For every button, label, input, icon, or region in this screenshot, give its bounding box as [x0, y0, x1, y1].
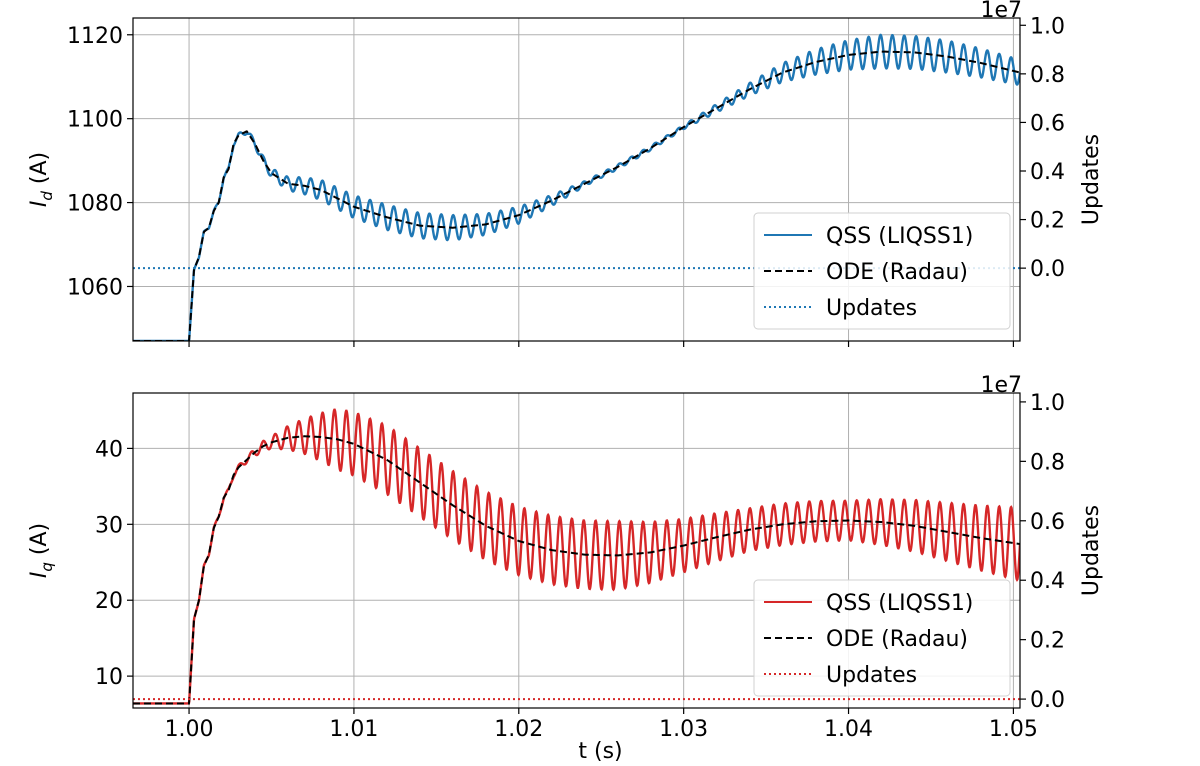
panel-top-y-axis-label-unit: (A)	[27, 152, 52, 191]
panel-top-y-tick-label: 1100	[67, 108, 123, 133]
panel-top-y2-tick-label: 0.8	[1030, 63, 1065, 88]
panel-bottom-legend: QSS (LIQSS1) ODE (Radau) Updates	[753, 579, 1011, 697]
panel-bottom-y2-tick-label: 0.4	[1030, 569, 1065, 594]
panel-top-plot-frame	[132, 17, 1021, 342]
panel-bottom-legend-ode-label: ODE (Radau)	[826, 627, 968, 652]
panel-top-y-tick-label: 1080	[67, 192, 123, 217]
panel-top-y-tick-label: 1060	[67, 275, 123, 300]
panel-bottom-y2-tick-label: 0.8	[1030, 450, 1065, 475]
panel-bottom-y-tick-label: 20	[95, 589, 123, 614]
panel-bottom-x-tick-label: 1.02	[494, 717, 543, 742]
panel-top-y-axis-label: Id (A)	[27, 152, 56, 207]
bottom-panel-iq: 1.00 1.01 1.02 1.03 1.04 1.05 10 20 30 40 0.0 0.2 0.…	[27, 373, 1104, 764]
panel-top-y-axis-label-subscript: d	[38, 191, 56, 201]
x-axis-label: t (s)	[578, 739, 622, 764]
panel-bottom-ode-series-line	[133, 435, 1020, 705]
panel-bottom-x-tick-label: 1.05	[989, 717, 1038, 742]
panel-bottom-y-axis-label-subscript: q	[38, 562, 56, 572]
panel-top-legend: QSS (LIQSS1) ODE (Radau) Updates	[753, 212, 1011, 330]
panel-bottom-y2-tick-label: 1.0	[1030, 391, 1065, 416]
panel-top-y2-tick-label: 0.6	[1030, 111, 1065, 136]
panel-top-y2-tick-label: 0.0	[1030, 257, 1065, 282]
panel-bottom-x-tick-label: 1.01	[329, 717, 378, 742]
panel-bottom-x-tick-label: 1.00	[165, 717, 214, 742]
panel-top-legend-ode-label: ODE (Radau)	[826, 260, 968, 285]
panel-bottom-y2-tick-label: 0.2	[1030, 629, 1065, 654]
panel-bottom-y-tick-label: 40	[95, 437, 123, 462]
panel-bottom-x-tick-label: 1.04	[824, 717, 873, 742]
panel-top-y2-tick-label: 0.4	[1030, 160, 1065, 185]
panel-bottom-plot-frame	[132, 392, 1021, 709]
panel-bottom-y-tick-label: 30	[95, 513, 123, 538]
panel-bottom-y-axis-label-symbol: I	[27, 572, 52, 579]
panel-top-y2-offset-label: 1e7	[980, 0, 1022, 23]
panel-bottom-y2-axis-label: Updates	[1079, 505, 1104, 596]
panel-top-qss-series-line	[133, 33, 1020, 341]
panel-bottom-y2-tick-label: 0.6	[1030, 510, 1065, 535]
panel-top-y2-tick-label: 1.0	[1030, 14, 1065, 39]
panel-bottom-y2-offset-label: 1e7	[980, 373, 1022, 398]
panel-top-y2-axis-label: Updates	[1079, 134, 1104, 225]
panel-top-legend-box	[753, 212, 1011, 330]
panel-bottom-y-tick-label: 10	[95, 665, 123, 690]
panel-top-legend-updates-label: Updates	[826, 296, 917, 321]
panel-top-y-tick-label: 1120	[67, 24, 123, 49]
panel-bottom-y-axis-label-unit: (A)	[27, 523, 52, 562]
panel-top-ode-series-line	[133, 50, 1020, 341]
panel-bottom-qss-series-line	[133, 408, 1020, 705]
panel-bottom-legend-box	[753, 579, 1011, 697]
panel-bottom-y2-tick-label: 0.0	[1030, 688, 1065, 713]
panel-top-y2-tick-label: 0.2	[1030, 209, 1065, 234]
top-panel-id: 1060 1080 1100 1120 0.0 0.2 0.4 0.6 0.8 1.0 1e7 Id …	[27, 0, 1104, 347]
panel-bottom-legend-qss-label: QSS (LIQSS1)	[826, 591, 973, 616]
panel-bottom-y-axis-label: Iq (A)	[27, 523, 56, 578]
panel-top-legend-qss-label: QSS (LIQSS1)	[826, 224, 973, 249]
panel-bottom-legend-updates-label: Updates	[826, 663, 917, 688]
panel-bottom-x-tick-label: 1.03	[659, 717, 708, 742]
panel-top-y-axis-label-symbol: I	[27, 201, 52, 208]
